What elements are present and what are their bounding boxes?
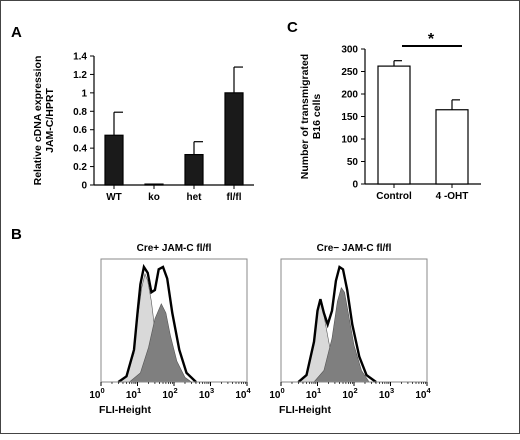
- panel-letter-a: A: [11, 24, 22, 41]
- chart-b-cre-plus-histogram: Cre+ JAM-C fl/fl 100 101 102 103 104 FLI-Heigh…: [89, 243, 251, 416]
- histogram-series-3: [297, 265, 377, 383]
- y-tick-label: 0: [81, 181, 87, 192]
- bar-control: [377, 65, 411, 185]
- y-tick-label: 200: [341, 90, 358, 101]
- y-axis-title: Relative cDNA expression: [32, 56, 44, 186]
- y-tick-label: 300: [341, 45, 358, 56]
- x-tick-label: 103: [379, 386, 394, 401]
- x-tick-label: WT: [106, 192, 122, 203]
- histogram-series-3: [117, 263, 197, 383]
- x-tick-label: fl/fl: [227, 192, 242, 203]
- y-tick-label: 250: [341, 67, 358, 78]
- x-tick-label: 104: [415, 386, 431, 401]
- x-tick-label: 102: [162, 386, 177, 401]
- bar-fl-fl: [224, 92, 244, 186]
- x-axis-title: FLI-Height: [99, 404, 151, 416]
- bar-het: [184, 153, 204, 186]
- histogram-series-2: [128, 303, 193, 383]
- y-tick-label: 1: [81, 88, 87, 99]
- histogram-title: Cre+ JAM-C fl/fl: [137, 243, 212, 254]
- y-tick-label: 150: [341, 112, 358, 123]
- histogram-series-2: [313, 287, 370, 383]
- y-tick-label: 0: [352, 180, 358, 191]
- bar-4-oht: [435, 109, 469, 185]
- y-tick-label: 50: [347, 157, 359, 168]
- x-tick-label: 102: [342, 386, 357, 401]
- bar-ko: [144, 183, 164, 186]
- y-tick-label: 0.6: [73, 125, 87, 136]
- chart-a-expression: 0 0.2 0.4 0.6 0.8 1 1.2 1.4 WT ko het fl/fl Relative…: [32, 52, 254, 203]
- y-tick-label: 0.8: [73, 107, 87, 118]
- x-tick-label: 100: [89, 386, 104, 401]
- histogram-title: Cre− JAM-C fl/fl: [317, 243, 392, 254]
- y-axis-title: JAM-C/HPRT: [44, 88, 56, 153]
- x-tick-label: ko: [148, 192, 160, 203]
- y-axis-title: Number of transmigrated: [299, 54, 311, 179]
- x-tick-label: 101: [126, 386, 141, 401]
- x-tick-label: 101: [306, 386, 321, 401]
- y-tick-label: 100: [341, 135, 358, 146]
- y-tick-label: 0.4: [73, 144, 87, 155]
- x-tick-label: 104: [235, 386, 251, 401]
- y-axis-title: B16 cells: [311, 94, 323, 140]
- significance-marker: *: [428, 31, 435, 48]
- y-tick-label: 0.2: [73, 162, 87, 173]
- x-tick-label: Control: [376, 191, 412, 202]
- x-axis-title: FLI-Height: [279, 404, 331, 416]
- x-tick-label: 103: [199, 386, 214, 401]
- y-tick-label: 1.2: [73, 70, 87, 81]
- x-tick-label: het: [187, 192, 203, 203]
- x-tick-label: 4 -OHT: [436, 191, 469, 202]
- chart-b-cre-minus-histogram: Cre− JAM-C fl/fl 100 101 102 103 104 FLI-Heigh…: [269, 243, 431, 416]
- y-tick-label: 1.4: [73, 52, 87, 63]
- panel-letter-c: C: [287, 19, 298, 36]
- panel-letter-b: B: [11, 226, 22, 243]
- bar-wt: [104, 134, 124, 186]
- chart-c-transmigration: 0 50 100 150 200 250 300 Control 4 -OHT Number of…: [299, 31, 481, 202]
- x-tick-label: 100: [269, 386, 284, 401]
